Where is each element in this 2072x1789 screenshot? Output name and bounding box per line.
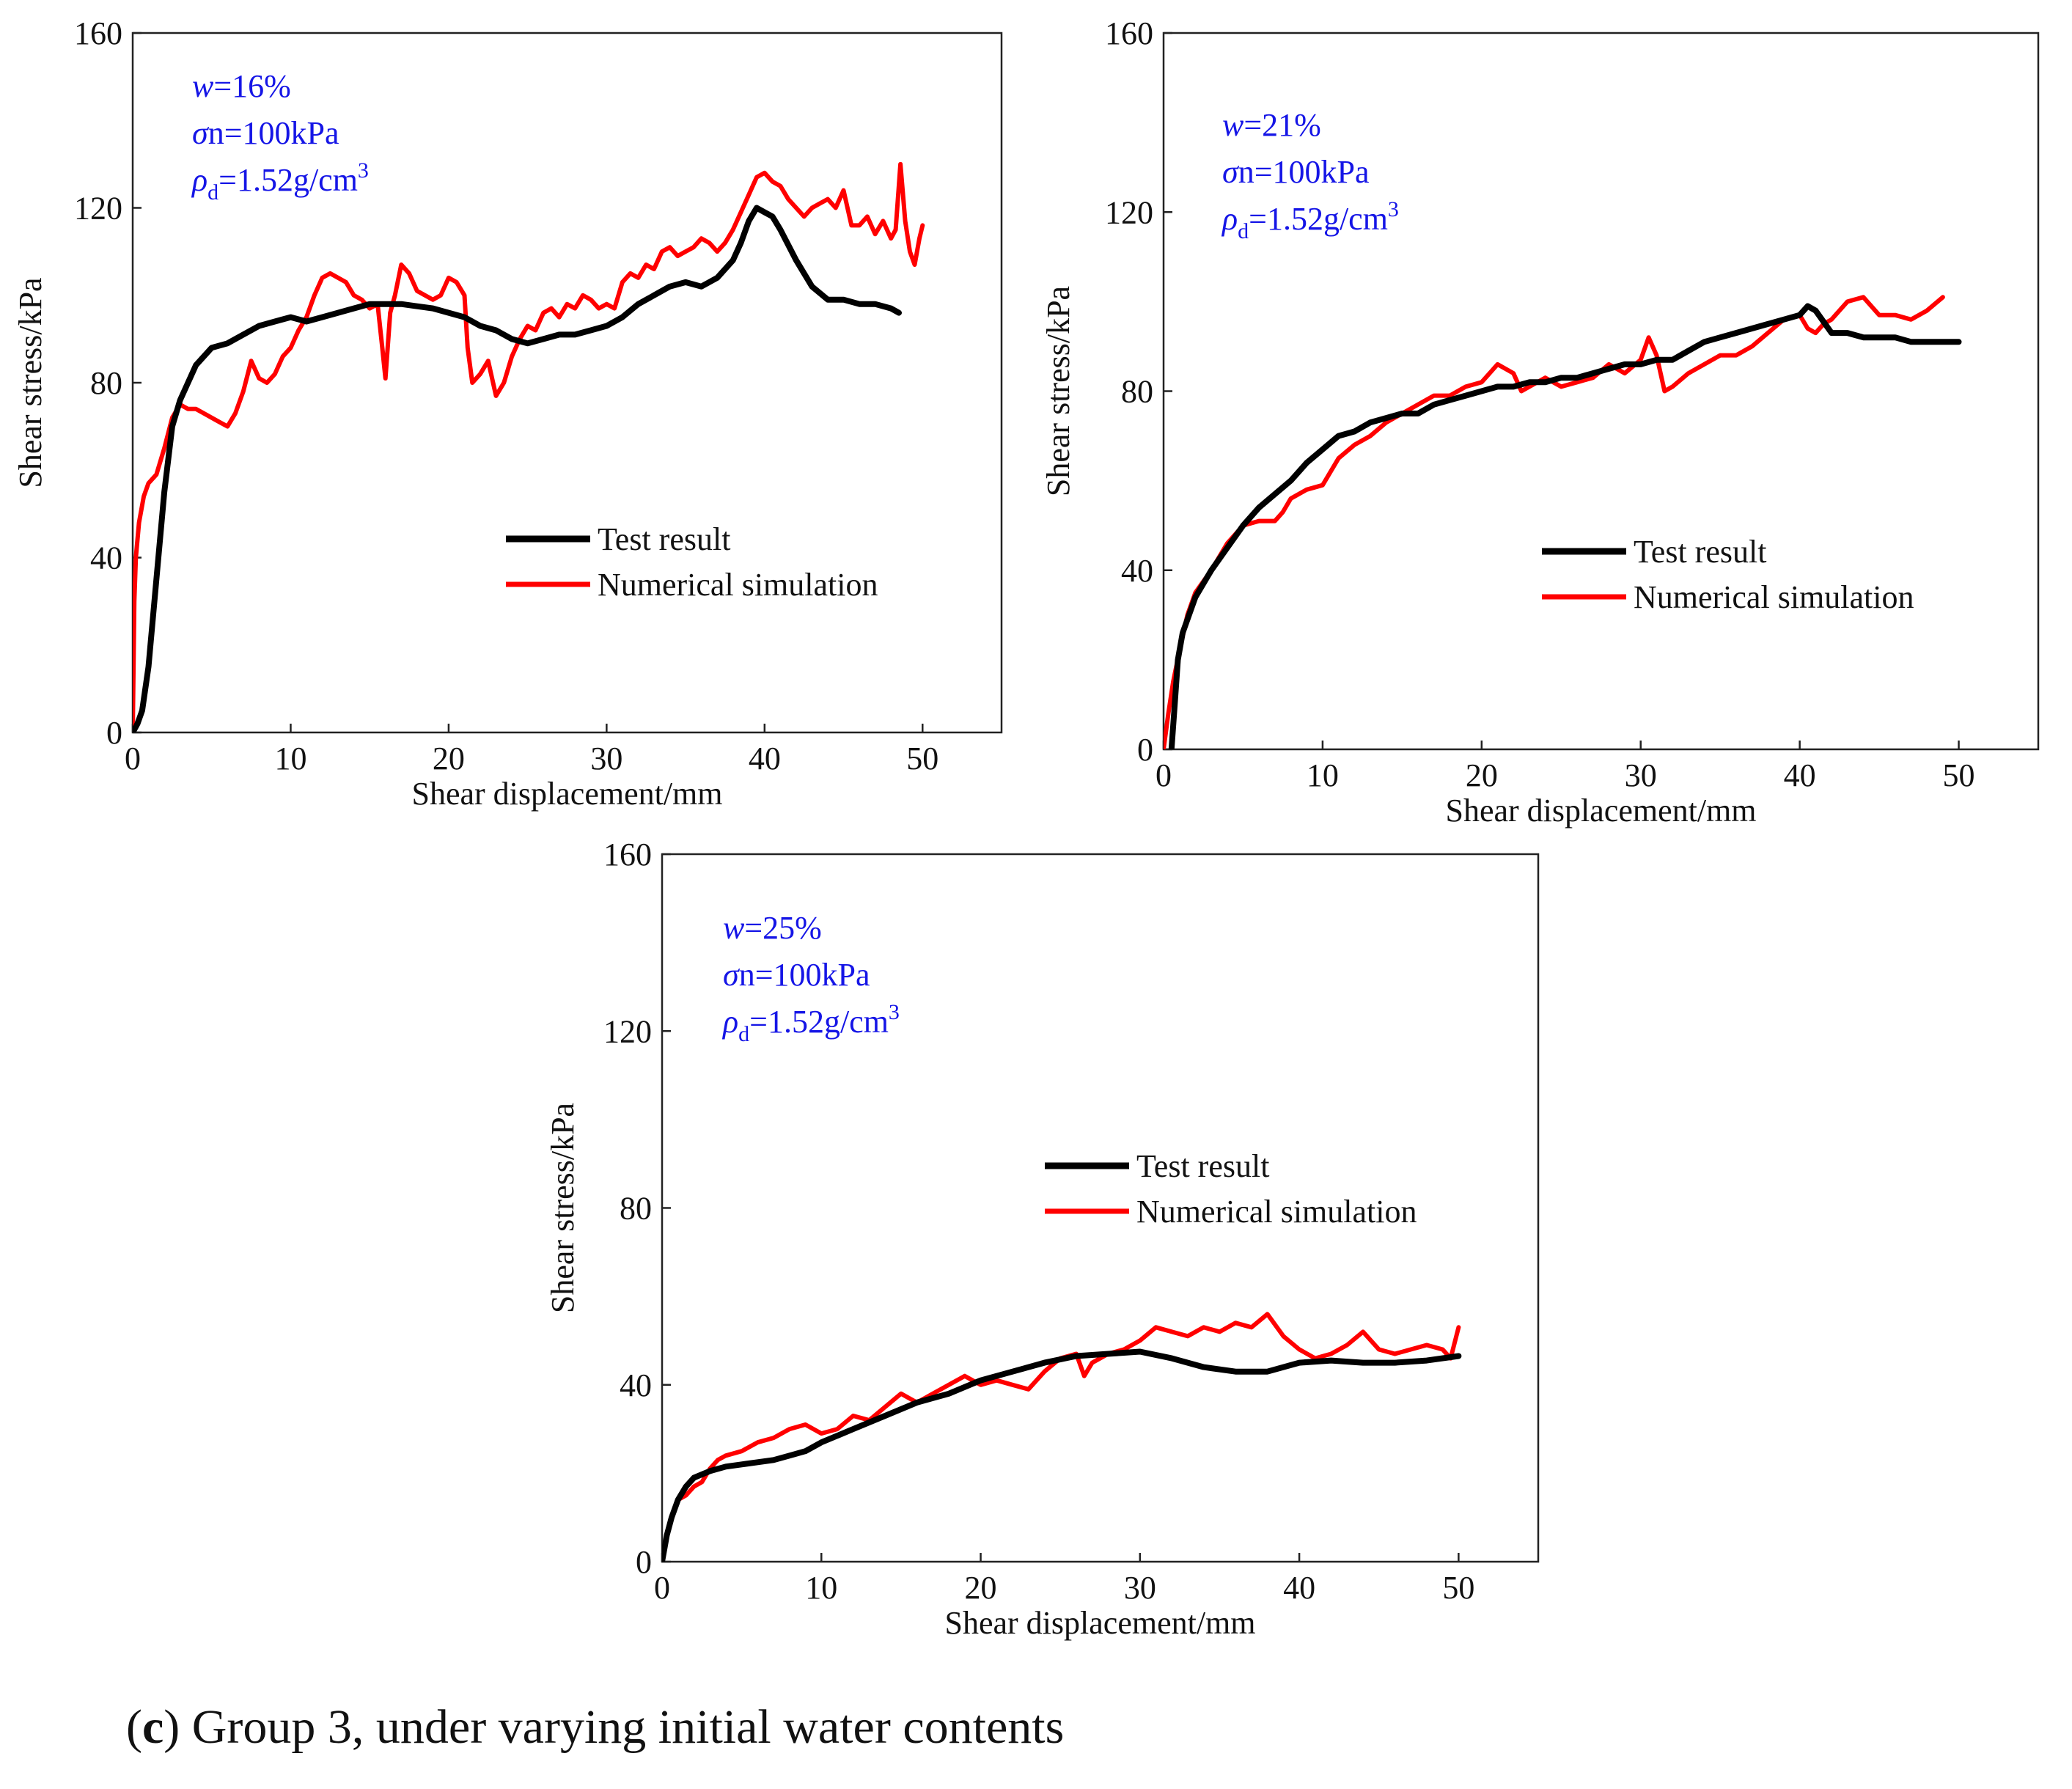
chart-w25: 0 10 20 30 40 50 0 40 80 120 160 Shear displacement…	[545, 837, 1540, 1641]
caption-open-paren: (	[126, 1700, 142, 1754]
x-tick-label: 20	[433, 741, 465, 776]
annotation-water-content: w=16%	[192, 68, 291, 104]
x-tick-label: 0	[125, 741, 141, 776]
annotation-sigma-symbol: σ	[1222, 154, 1240, 190]
annotation-sigma-value: n=100kPa	[208, 115, 339, 151]
annotation-sigma-symbol: σ	[723, 957, 741, 993]
annotation-rho-superscript: 3	[358, 158, 369, 183]
annotation-dry-density: ρd=1.52g/cm3	[1221, 197, 1399, 243]
legend-label-test-result: Test result	[598, 521, 730, 557]
annotation-w-symbol: w	[723, 910, 745, 946]
annotation-water-content: w=21%	[1222, 107, 1321, 143]
x-tick-label: 10	[805, 1570, 837, 1606]
x-tick-label: 30	[1124, 1570, 1156, 1606]
annotation-w-value: =21%	[1243, 107, 1320, 143]
annotation-normal-stress: σn=100kPa	[192, 115, 339, 151]
annotation-rho-value: =1.52g/cm	[218, 162, 358, 198]
y-axis-label: Shear stress/kPa	[1040, 286, 1076, 496]
annotation-dry-density: ρd=1.52g/cm3	[721, 1000, 900, 1046]
caption-letter: c	[142, 1700, 164, 1754]
caption-text: ) Group 3, under varying initial water c…	[164, 1700, 1065, 1754]
series-line-test-result	[1168, 303, 1962, 749]
x-tick-label: 40	[1283, 1570, 1315, 1606]
annotation-rho-value: =1.52g/cm	[749, 1004, 889, 1040]
annotation-rho-symbol: ρ	[721, 1004, 738, 1040]
y-tick-label: 40	[1121, 553, 1153, 589]
x-tick-label: 50	[1943, 757, 1975, 793]
series-line-test-result	[133, 205, 902, 732]
y-tick-label: 160	[1105, 15, 1153, 51]
x-tick-label: 50	[1442, 1570, 1474, 1606]
legend-label-numerical-simulation: Numerical simulation	[1136, 1194, 1417, 1230]
legend-label-numerical-simulation: Numerical simulation	[1634, 579, 1914, 615]
annotation-normal-stress: σn=100kPa	[723, 957, 870, 993]
annotation-rho-superscript: 3	[1388, 197, 1399, 221]
y-tick-label: 40	[90, 540, 122, 576]
legend-label-test-result: Test result	[1136, 1148, 1269, 1184]
y-tick-label: 120	[74, 191, 122, 227]
annotation-rho-symbol: ρ	[191, 162, 207, 198]
y-tick-label: 160	[74, 15, 122, 51]
x-tick-label: 40	[1784, 757, 1816, 793]
annotation-rho-subscript: d	[1238, 219, 1249, 243]
annotation-rho-superscript: 3	[889, 1000, 900, 1024]
x-tick-label: 50	[906, 741, 938, 776]
chart-w21: 0 10 20 30 40 50 0 40 80 120 160 Shear displacement…	[1040, 15, 2040, 829]
x-tick-label: 0	[654, 1570, 670, 1606]
x-tick-label: 30	[590, 741, 622, 776]
y-tick-label: 0	[1137, 732, 1153, 768]
y-tick-label: 0	[636, 1544, 652, 1580]
y-tick-label: 40	[620, 1367, 652, 1403]
series-line-numerical-simulation	[1164, 295, 1945, 749]
annotation-rho-subscript: d	[207, 180, 218, 205]
y-tick-label: 160	[603, 837, 652, 873]
x-axis-label: Shear displacement/mm	[945, 1605, 1256, 1641]
x-tick-label: 10	[274, 741, 306, 776]
annotation-rho-subscript: d	[738, 1022, 749, 1046]
y-tick-label: 0	[106, 715, 122, 751]
annotation-rho-symbol: ρ	[1221, 201, 1238, 237]
x-axis-label: Shear displacement/mm	[1446, 793, 1757, 829]
annotation-rho-value: =1.52g/cm	[1249, 201, 1388, 237]
chart-w16: 0 10 20 30 40 50 0 40 80 120 160 Shear displacement…	[12, 15, 1003, 812]
legend-label-numerical-simulation: Numerical simulation	[598, 567, 878, 603]
annotation-w-symbol: w	[1222, 107, 1244, 143]
series-line-numerical-simulation	[662, 1312, 1461, 1562]
annotation-dry-density: ρd=1.52g/cm3	[191, 158, 369, 205]
annotation-w-value: =16%	[213, 68, 290, 104]
series-line-test-result	[662, 1348, 1462, 1562]
y-tick-label: 120	[603, 1013, 652, 1049]
legend-label-test-result: Test result	[1634, 534, 1766, 570]
x-tick-label: 10	[1307, 757, 1339, 793]
annotation-sigma-value: n=100kPa	[739, 957, 870, 993]
annotation-sigma-symbol: σ	[192, 115, 210, 151]
x-axis-label: Shear displacement/mm	[412, 776, 723, 812]
annotation-water-content: w=25%	[723, 910, 822, 946]
x-tick-label: 20	[965, 1570, 997, 1606]
x-tick-label: 40	[749, 741, 781, 776]
annotation-normal-stress: σn=100kPa	[1222, 154, 1370, 190]
x-tick-label: 0	[1156, 757, 1172, 793]
y-axis-label: Shear stress/kPa	[545, 1103, 581, 1313]
series-line-numerical-simulation	[133, 161, 925, 732]
y-tick-label: 80	[90, 365, 122, 401]
annotation-sigma-value: n=100kPa	[1238, 154, 1370, 190]
figure-caption: (c) Group 3, under varying initial water…	[126, 1700, 1064, 1755]
annotation-w-symbol: w	[192, 68, 214, 104]
x-tick-label: 20	[1466, 757, 1498, 793]
y-tick-label: 80	[620, 1191, 652, 1227]
y-tick-label: 120	[1105, 194, 1153, 230]
y-tick-label: 80	[1121, 374, 1153, 410]
x-tick-label: 30	[1625, 757, 1657, 793]
annotation-w-value: =25%	[744, 910, 821, 946]
y-axis-label: Shear stress/kPa	[12, 277, 48, 488]
